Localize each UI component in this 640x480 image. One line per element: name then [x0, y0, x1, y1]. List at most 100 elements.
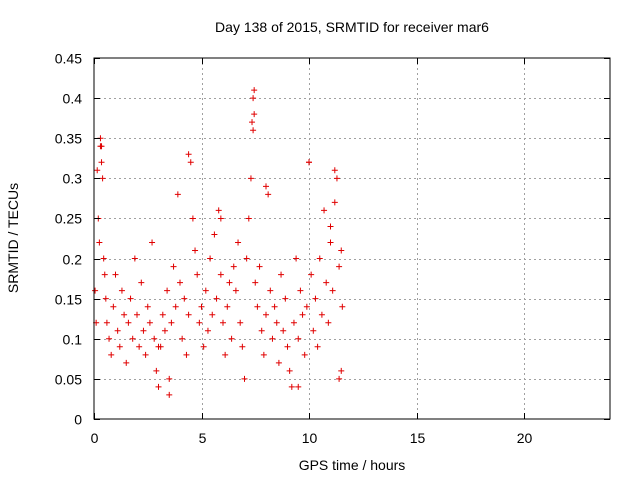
y-tick-label: 0.45	[55, 51, 82, 67]
data-point	[215, 207, 222, 214]
data-point	[265, 191, 272, 198]
data-point	[263, 311, 269, 318]
data-point	[273, 319, 280, 326]
data-point	[269, 335, 276, 342]
plot-frame	[93, 57, 611, 420]
data-point	[217, 215, 224, 222]
data-point	[323, 279, 330, 286]
data-point	[209, 311, 216, 318]
data-point	[166, 391, 173, 398]
data-point	[260, 351, 267, 358]
data-point	[228, 335, 235, 342]
data-point	[185, 311, 192, 318]
data-point	[258, 327, 265, 334]
data-point	[338, 367, 345, 374]
data-point	[194, 271, 201, 278]
data-point	[125, 319, 132, 326]
grid	[94, 58, 610, 419]
data-point	[321, 207, 328, 214]
data-point	[226, 279, 233, 286]
data-point	[239, 343, 246, 350]
data-point	[297, 287, 304, 294]
data-point	[237, 319, 244, 326]
data-point	[310, 327, 317, 334]
data-point	[333, 175, 340, 182]
data-point	[138, 279, 145, 286]
data-point	[198, 303, 205, 310]
data-point	[314, 343, 321, 350]
data-point	[312, 295, 319, 302]
x-axis-label: GPS time / hours	[299, 457, 406, 473]
data-point	[329, 287, 336, 294]
data-point	[181, 295, 188, 302]
data-point	[213, 295, 220, 302]
data-point	[282, 295, 289, 302]
data-point	[245, 215, 252, 222]
data-point	[202, 287, 209, 294]
data-point	[211, 231, 218, 238]
data-point	[183, 351, 190, 358]
y-tick-label: 0.05	[55, 372, 82, 388]
y-tick-label: 0.1	[63, 332, 83, 348]
data-point	[254, 303, 261, 310]
data-point	[288, 383, 295, 390]
data-point	[303, 303, 310, 310]
data-point	[224, 303, 231, 310]
data-point	[230, 263, 237, 270]
data-point	[123, 359, 130, 366]
data-point	[250, 127, 257, 134]
data-point	[301, 351, 308, 358]
data-point	[100, 255, 107, 262]
data-point	[196, 319, 203, 326]
axis-ticks	[94, 58, 610, 420]
chart-title: Day 138 of 2015, SRMTID for receiver mar…	[215, 19, 489, 35]
y-tick-label: 0	[74, 412, 82, 428]
data-point	[127, 295, 134, 302]
data-point	[331, 167, 338, 174]
data-point	[295, 383, 302, 390]
data-point	[280, 327, 287, 334]
data-point	[168, 319, 175, 326]
data-point	[336, 375, 343, 382]
data-point	[136, 343, 143, 350]
data-point	[243, 255, 250, 262]
data-point	[250, 95, 257, 102]
data-point	[222, 351, 229, 358]
data-point	[146, 319, 153, 326]
y-tick-label: 0.35	[55, 131, 82, 147]
data-point	[189, 215, 196, 222]
data-point	[295, 335, 302, 342]
data-point	[114, 327, 121, 334]
data-point	[247, 175, 254, 182]
data-point	[338, 247, 345, 254]
data-point	[308, 271, 315, 278]
data-point	[134, 311, 140, 318]
data-point	[166, 375, 173, 382]
data-point	[232, 287, 239, 294]
data-point	[249, 119, 256, 126]
data-point	[293, 255, 300, 262]
data-point	[116, 343, 123, 350]
data-point	[217, 271, 224, 278]
data-point	[103, 319, 110, 326]
data-point	[271, 303, 278, 310]
data-point	[267, 287, 274, 294]
data-point	[140, 327, 147, 334]
data-point	[118, 287, 125, 294]
data-point	[290, 319, 297, 326]
data-point	[121, 311, 128, 318]
data-point	[187, 159, 194, 166]
data-point	[172, 303, 179, 310]
data-point	[327, 239, 334, 246]
y-tick-labels: 0 0.05 0.1 0.15 0.2 0.25 0.3 0.35 0.4 0.45	[55, 51, 82, 428]
x-tick-label: 5	[199, 430, 207, 446]
data-point	[174, 191, 181, 198]
data-point	[318, 311, 325, 318]
y-tick-label: 0.3	[63, 171, 83, 187]
data-point	[99, 175, 106, 182]
x-tick-label: 20	[517, 430, 533, 446]
data-point	[306, 159, 312, 166]
data-point	[129, 335, 136, 342]
